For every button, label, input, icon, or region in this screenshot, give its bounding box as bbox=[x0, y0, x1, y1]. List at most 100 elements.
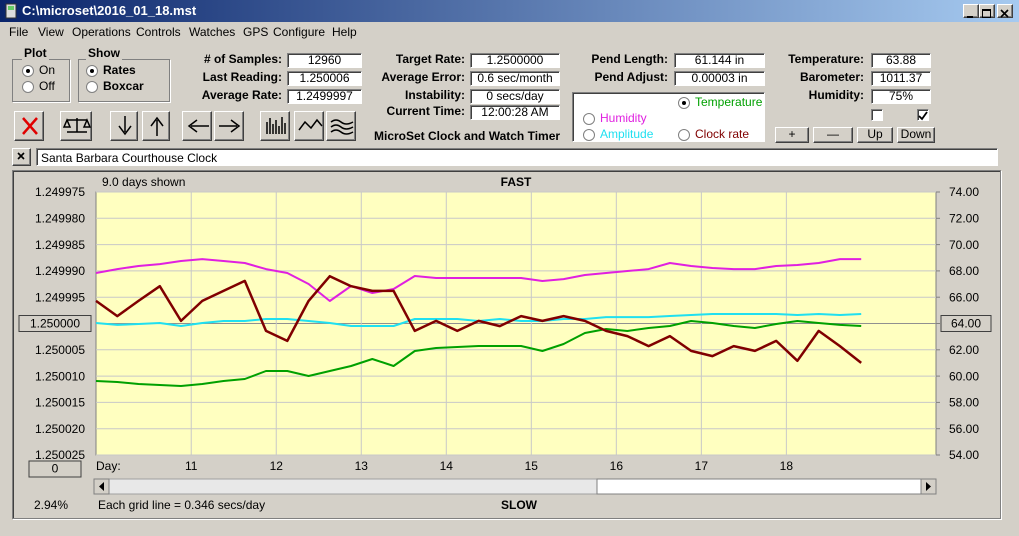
legend-label[interactable]: Humidity bbox=[600, 111, 647, 125]
icon-path bbox=[187, 119, 209, 133]
app-icon bbox=[5, 3, 17, 19]
radio-label[interactable]: Rates bbox=[103, 63, 136, 77]
x-tick-label: 12 bbox=[270, 459, 284, 473]
grid-note: Each grid line = 0.346 secs/day bbox=[98, 498, 265, 512]
legend-radio[interactable] bbox=[678, 129, 690, 141]
adjust-button[interactable]: — bbox=[813, 127, 853, 143]
menu-item[interactable]: Watches bbox=[189, 25, 236, 39]
clear-name-button[interactable] bbox=[12, 148, 31, 166]
tool-button[interactable] bbox=[14, 111, 44, 141]
y2-tick-label: 64.00 bbox=[951, 317, 981, 331]
tool-button[interactable] bbox=[294, 111, 324, 141]
field-label: Last Reading: bbox=[202, 70, 282, 84]
menu-item[interactable]: Operations bbox=[72, 25, 131, 39]
clock-name-field[interactable]: Santa Barbara Courthouse Clock bbox=[36, 148, 998, 166]
legend-radio[interactable] bbox=[678, 97, 690, 109]
icon-path bbox=[330, 119, 354, 135]
icon-path bbox=[219, 119, 241, 133]
x-tick-label: 17 bbox=[695, 459, 709, 473]
adjust-button[interactable]: Down bbox=[897, 127, 935, 143]
radio-button[interactable] bbox=[22, 81, 34, 93]
x-tick-label: 13 bbox=[355, 459, 369, 473]
group-box bbox=[78, 59, 170, 102]
y2-tick-label: 70.00 bbox=[949, 238, 979, 252]
adjust-button[interactable]: + bbox=[775, 127, 809, 143]
legend-label[interactable]: Amplitude bbox=[600, 127, 654, 141]
x-tick-label: 14 bbox=[440, 459, 454, 473]
icon-path bbox=[22, 117, 38, 135]
icon-path bbox=[62, 118, 92, 133]
field-value: 0.00003 in bbox=[674, 71, 765, 86]
radio-button[interactable] bbox=[22, 65, 34, 77]
tool-icon bbox=[266, 117, 286, 134]
y2-tick-label: 58.00 bbox=[949, 396, 979, 410]
radio-label[interactable]: Off bbox=[39, 79, 55, 93]
y-button bbox=[18, 315, 92, 332]
tool-button[interactable] bbox=[326, 111, 356, 141]
radio-button[interactable] bbox=[86, 65, 98, 77]
app-label: MicroSet Clock and Watch Timer bbox=[374, 129, 561, 143]
window-title: C:\microset\2016_01_18.mst bbox=[22, 3, 197, 18]
day-label: Day: bbox=[96, 459, 121, 473]
tool-button[interactable] bbox=[182, 111, 212, 141]
menu-item[interactable]: Configure bbox=[273, 25, 326, 39]
x-tick-label: 16 bbox=[610, 459, 624, 473]
y2-tick-label: 68.00 bbox=[949, 264, 979, 278]
days-shown: 9.0 days shown bbox=[102, 175, 185, 189]
tool-button[interactable] bbox=[260, 111, 290, 141]
tool-button[interactable] bbox=[142, 111, 170, 141]
field-label: Pend Adjust: bbox=[594, 70, 668, 84]
radio-button[interactable] bbox=[86, 81, 98, 93]
field-value: 0 secs/day bbox=[470, 89, 560, 104]
tool-icon bbox=[330, 119, 354, 135]
field-value: 1.250006 bbox=[287, 71, 362, 86]
menu-item[interactable]: GPS bbox=[243, 25, 269, 39]
tool-button[interactable] bbox=[214, 111, 244, 141]
field-label: Average Error: bbox=[381, 70, 465, 84]
menu-item[interactable]: View bbox=[38, 25, 64, 39]
offset-button bbox=[28, 460, 82, 478]
field-label: Current Time: bbox=[386, 104, 465, 118]
y-tick-label: 1.249980 bbox=[35, 211, 85, 225]
field-label: Barometer: bbox=[799, 70, 864, 84]
checkbox[interactable] bbox=[917, 109, 929, 121]
check-path bbox=[918, 111, 928, 121]
legend-label[interactable]: Clock rate bbox=[695, 127, 750, 141]
menu-item[interactable]: Controls bbox=[136, 25, 181, 39]
chart-frame: 1.249975 1.249980 1.249985 1.249990 1.249995… bbox=[12, 170, 1001, 519]
tool-icon bbox=[187, 119, 209, 133]
scrollbar-thumb bbox=[596, 478, 922, 495]
legend-radio[interactable] bbox=[583, 129, 595, 141]
radio-label[interactable]: Boxcar bbox=[103, 79, 144, 93]
radio-dot bbox=[26, 69, 30, 73]
minimize-button[interactable] bbox=[963, 4, 979, 18]
legend-box bbox=[572, 92, 765, 142]
field-label: Temperature: bbox=[788, 52, 864, 66]
legend-radio[interactable] bbox=[583, 113, 595, 125]
adjust-button[interactable]: Up bbox=[857, 127, 893, 143]
y-tick-label: 1.249995 bbox=[35, 290, 85, 304]
group-title: Show bbox=[86, 46, 122, 60]
tool-button[interactable] bbox=[110, 111, 138, 141]
tool-icon bbox=[150, 116, 164, 136]
y-tick-label: 1.250020 bbox=[35, 422, 85, 436]
radio-label[interactable]: On bbox=[39, 63, 56, 77]
arrow-right bbox=[926, 482, 931, 491]
y-tick-label: 1.250005 bbox=[35, 343, 85, 357]
checkbox[interactable] bbox=[871, 109, 883, 121]
tool-button[interactable] bbox=[60, 111, 92, 141]
menu-item[interactable]: File bbox=[9, 25, 29, 39]
menu-item[interactable]: Help bbox=[332, 25, 357, 39]
offset-button-label: 0 bbox=[52, 462, 59, 476]
legend-label[interactable]: Temperature bbox=[695, 95, 763, 109]
y-tick-label: 1.250010 bbox=[35, 369, 85, 383]
field-label: # of Samples: bbox=[203, 52, 282, 66]
x-tick-label: 18 bbox=[780, 459, 794, 473]
y-tick-label: 1.250015 bbox=[35, 396, 85, 410]
tool-icon bbox=[62, 118, 92, 133]
maximize-button[interactable] bbox=[979, 4, 995, 18]
chart: 1.249975 1.249980 1.249985 1.249990 1.249995… bbox=[18, 175, 992, 512]
close-button[interactable] bbox=[997, 4, 1013, 18]
x-tick-label: 15 bbox=[525, 459, 539, 473]
y2-tick-label: 66.00 bbox=[949, 290, 979, 304]
